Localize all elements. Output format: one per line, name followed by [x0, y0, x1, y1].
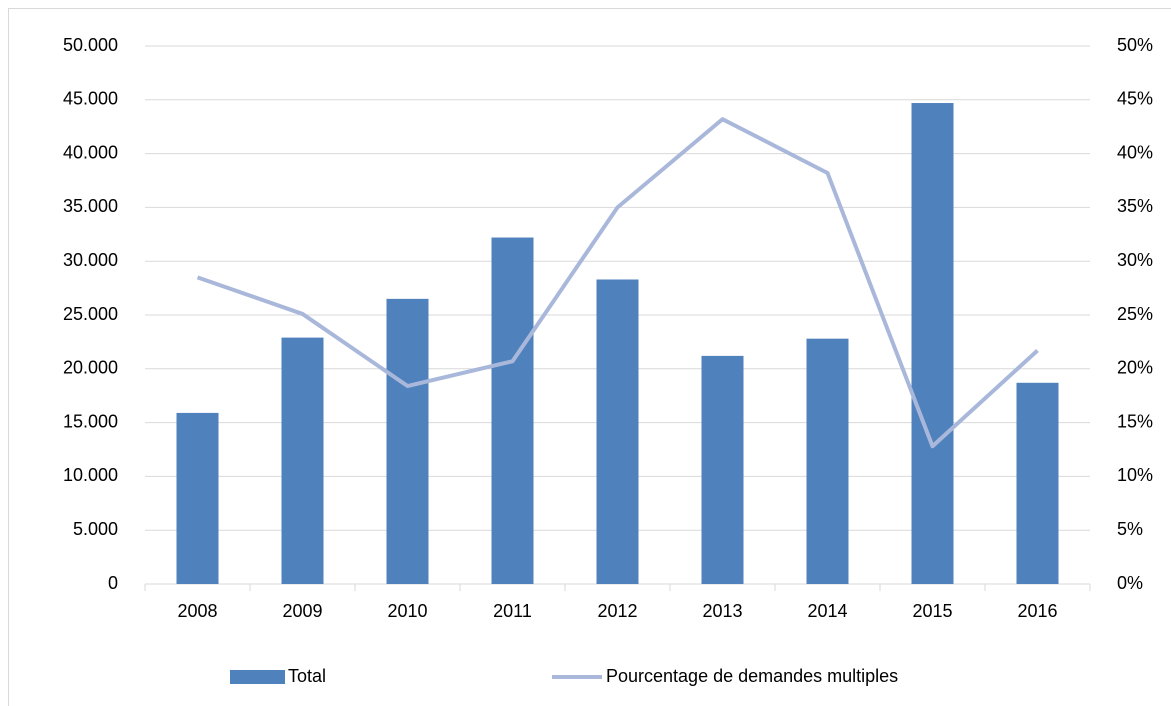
legend-swatch — [230, 670, 285, 684]
y-tick-label: 0 — [108, 573, 118, 593]
x-tick-label: 2013 — [702, 601, 742, 621]
y2-tick-label: 25% — [1117, 304, 1153, 324]
x-tick-label: 2010 — [387, 601, 427, 621]
legend-label: Pourcentage de demandes multiples — [606, 666, 898, 686]
bar — [386, 298, 429, 584]
legend-label: Total — [288, 666, 326, 686]
x-tick-label: 2014 — [807, 601, 847, 621]
bar — [1016, 382, 1059, 584]
bar — [701, 355, 744, 584]
y2-tick-label: 10% — [1117, 465, 1153, 485]
x-tick-label: 2016 — [1017, 601, 1057, 621]
y-tick-label: 20.000 — [63, 358, 118, 378]
y2-tick-label: 0% — [1117, 573, 1143, 593]
y2-tick-label: 45% — [1117, 89, 1153, 109]
y-tick-label: 45.000 — [63, 89, 118, 109]
x-tick-label: 2011 — [493, 601, 532, 621]
y-tick-label: 5.000 — [73, 519, 118, 539]
x-tick-label: 2015 — [912, 601, 952, 621]
bar — [806, 338, 849, 584]
y-tick-label: 10.000 — [63, 465, 118, 485]
bar — [911, 103, 954, 584]
y-tick-label: 15.000 — [63, 411, 118, 431]
y2-tick-label: 50% — [1117, 35, 1153, 55]
y-tick-label: 30.000 — [63, 250, 118, 270]
bar — [176, 412, 219, 584]
y-tick-label: 50.000 — [63, 35, 118, 55]
y-tick-label: 40.000 — [63, 142, 118, 162]
y-tick-label: 35.000 — [63, 196, 118, 216]
bar — [491, 237, 534, 584]
x-tick-label: 2009 — [282, 601, 322, 621]
y2-tick-label: 35% — [1117, 196, 1153, 216]
line — [196, 117, 1039, 449]
y-tick-label: 25.000 — [63, 304, 118, 324]
y2-tick-label: 5% — [1117, 519, 1143, 539]
x-tick-label: 2008 — [177, 601, 217, 621]
y2-tick-label: 15% — [1117, 411, 1153, 431]
bar — [281, 337, 324, 584]
bar — [596, 279, 639, 584]
y2-tick-label: 40% — [1117, 142, 1153, 162]
y2-tick-label: 30% — [1117, 250, 1153, 270]
y2-tick-label: 20% — [1117, 358, 1153, 378]
x-tick-label: 2012 — [597, 601, 637, 621]
chart-border — [8, 8, 1171, 706]
